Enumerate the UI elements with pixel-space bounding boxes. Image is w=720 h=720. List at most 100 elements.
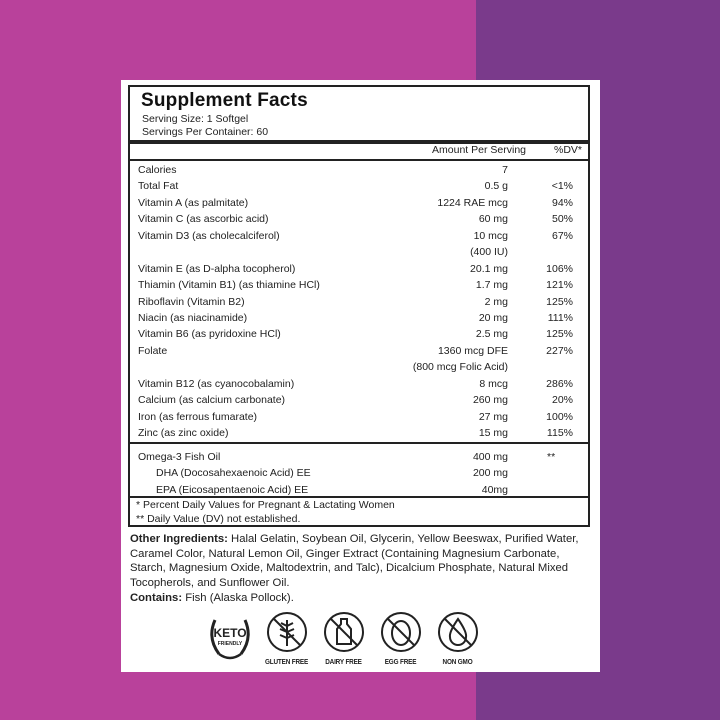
nutrient-dv: ** bbox=[547, 451, 556, 463]
nutrient-name: EPA (Eicosapentaenoic Acid) EE bbox=[156, 483, 309, 496]
contains-text: Fish (Alaska Pollock). bbox=[182, 592, 294, 604]
nutrient-name: DHA (Docosahexaenoic Acid) EE bbox=[156, 467, 311, 480]
keto-text: KETO bbox=[213, 626, 246, 640]
badges: KETO FRIENDLY GLUTEN FREE DAIRY FREE EGG… bbox=[201, 610, 486, 666]
nutrient-row: Niacin (as niacinamide) 20 mg 111% bbox=[130, 310, 588, 326]
nutrient-amount: 1360 mcg DFE bbox=[437, 344, 508, 357]
nutrient-name: Folate bbox=[138, 344, 168, 357]
nutrient-amount: 7 bbox=[502, 164, 508, 176]
keto-laurel-icon: KETO FRIENDLY bbox=[209, 619, 250, 660]
milk-bottle-crossed-icon bbox=[323, 612, 364, 652]
divider bbox=[130, 442, 588, 444]
nutrient-dv: 227% bbox=[546, 344, 573, 357]
nutrient-name: Calcium (as calcium carbonate) bbox=[138, 394, 286, 407]
badge-egg-free: EGG FREE bbox=[372, 610, 429, 666]
nutrient-amount: 2.5 mg bbox=[475, 328, 508, 341]
servings-per-container: Servings Per Container: 60 bbox=[142, 126, 269, 138]
nutrient-row: Thiamin (Vitamin B1) (as thiamine HCl) 1.… bbox=[130, 277, 588, 293]
nutrient-row: Omega-3 Fish Oil 400 mg ** bbox=[130, 449, 588, 465]
badge-caption: EGG FREE bbox=[384, 657, 417, 666]
amount-header: Amount Per Serving bbox=[432, 144, 526, 156]
nutrient-name: Niacin (as niacinamide) bbox=[138, 311, 248, 324]
nutrient-row: DHA (Docosahexaenoic Acid) EE 200 mg bbox=[130, 465, 588, 481]
nutrient-name: Total Fat bbox=[138, 180, 179, 193]
nutrient-amount: 1.7 mg bbox=[475, 279, 508, 292]
nutrient-name: Vitamin D3 (as cholecalciferol) bbox=[138, 229, 280, 242]
nutrient-amount: 27 mg bbox=[478, 410, 508, 423]
nutrient-amount: 2 mg bbox=[484, 295, 508, 308]
nutrient-amount: 40mg bbox=[481, 483, 508, 496]
nutrient-row: Vitamin A (as palmitate) 1224 RAE mcg 94% bbox=[130, 195, 588, 211]
nutrient-row: Vitamin B12 (as cyanocobalamin) 8 mcg 286% bbox=[130, 376, 588, 392]
other-ingredients: Other Ingredients: Halal Gelatin, Soybea… bbox=[130, 532, 590, 590]
nutrient-amount: 10 mcg bbox=[473, 229, 508, 242]
nutrient-dv: 106% bbox=[546, 262, 573, 275]
nutrient-row: Calcium (as calcium carbonate) 260 mg 20% bbox=[130, 392, 588, 408]
nutrient-name: Vitamin A (as palmitate) bbox=[138, 196, 249, 209]
egg-crossed-icon bbox=[380, 612, 421, 652]
nutrient-row: Vitamin E (as D-alpha tocopherol) 20.1 mg… bbox=[130, 261, 588, 277]
nutrient-rows: Calories 7 Total Fat 0.5 g <1% Vitamin A (as … bbox=[130, 162, 588, 441]
badge-caption: DAIRY FREE bbox=[325, 657, 362, 666]
nutrient-name: Vitamin B12 (as cyanocobalamin) bbox=[138, 377, 295, 390]
wheat-crossed-icon bbox=[266, 612, 307, 652]
nutrient-name: Vitamin E (as D-alpha tocopherol) bbox=[138, 262, 296, 275]
nutrient-row: Vitamin D3 (as cholecalciferol) 10 mcg 67% bbox=[130, 228, 588, 244]
nutrient-name: Vitamin C (as ascorbic acid) bbox=[138, 213, 269, 226]
nutrient-row: Zinc (as zinc oxide) 15 mg 115% bbox=[130, 425, 588, 441]
nutrient-dv: 67% bbox=[551, 229, 573, 242]
facts-title: Supplement Facts bbox=[141, 90, 308, 111]
nutrient-row: (800 mcg Folic Acid) bbox=[130, 359, 588, 375]
nutrient-amount: (400 IU) bbox=[470, 246, 508, 259]
badge-non-gmo: NON GMO bbox=[429, 610, 486, 666]
label-card: Supplement Facts Serving Size: 1 Softgel… bbox=[121, 80, 600, 672]
nutrient-row: Riboflavin (Vitamin B2) 2 mg 125% bbox=[130, 294, 588, 310]
nutrient-row: EPA (Eicosapentaenoic Acid) EE 40mg bbox=[130, 482, 588, 498]
nutrient-dv: 121% bbox=[546, 279, 573, 292]
nutrient-row: Iron (as ferrous fumarate) 27 mg 100% bbox=[130, 409, 588, 425]
badge-keto: KETO FRIENDLY bbox=[201, 610, 258, 666]
nutrient-amount: 20 mg bbox=[478, 311, 508, 324]
supplement-facts-panel: Supplement Facts Serving Size: 1 Softgel… bbox=[128, 85, 590, 527]
nutrient-name: Calories bbox=[138, 164, 177, 176]
other-ingredients-text: Halal Gelatin, Soybean Oil, Glycerin, Ye… bbox=[130, 533, 579, 589]
divider bbox=[130, 496, 588, 498]
nutrient-row: Folate 1360 mcg DFE 227% bbox=[130, 343, 588, 359]
divider bbox=[130, 140, 588, 144]
nutrient-amount: 260 mg bbox=[472, 394, 508, 407]
nutrient-dv: 286% bbox=[546, 377, 573, 390]
nutrient-dv: 125% bbox=[546, 328, 573, 341]
nutrient-row: Calories 7 bbox=[130, 162, 588, 178]
dv-header: %DV* bbox=[553, 144, 582, 156]
nutrient-amount: 8 mcg bbox=[479, 377, 508, 390]
nutrient-dv: 94% bbox=[551, 196, 573, 209]
nutrient-dv: 100% bbox=[546, 410, 573, 423]
nutrient-amount: 15 mg bbox=[478, 427, 508, 439]
nutrient-dv: 20% bbox=[551, 394, 573, 407]
nutrient-amount: 60 mg bbox=[478, 213, 508, 226]
contains-label: Contains: bbox=[130, 592, 183, 604]
nutrient-name: Vitamin B6 (as pyridoxine HCl) bbox=[138, 328, 281, 341]
nutrient-row: Total Fat 0.5 g <1% bbox=[130, 178, 588, 194]
omega-rows: Omega-3 Fish Oil 400 mg ** DHA (Docosahexae… bbox=[130, 449, 588, 498]
badge-caption: NON GMO bbox=[442, 657, 473, 666]
nutrient-amount: 200 mg bbox=[472, 467, 508, 480]
nutrient-dv: <1% bbox=[551, 180, 573, 193]
contains: Contains: Fish (Alaska Pollock). bbox=[130, 592, 294, 604]
badge-gluten-free: GLUTEN FREE bbox=[258, 610, 315, 666]
nutrient-amount: 1224 RAE mcg bbox=[437, 196, 508, 209]
other-ingredients-label: Other Ingredients: bbox=[130, 533, 228, 545]
nutrient-name: Iron (as ferrous fumarate) bbox=[138, 410, 258, 423]
footnote-dv: * Percent Daily Values for Pregnant & La… bbox=[136, 499, 395, 511]
nutrient-amount: 20.1 mg bbox=[470, 262, 508, 275]
divider bbox=[130, 159, 588, 161]
nutrient-amount: 0.5 g bbox=[484, 180, 508, 193]
drop-crossed-icon bbox=[437, 612, 478, 652]
nutrient-name: Zinc (as zinc oxide) bbox=[138, 427, 229, 439]
nutrient-row: Vitamin C (as ascorbic acid) 60 mg 50% bbox=[130, 211, 588, 227]
friendly-text: FRIENDLY bbox=[217, 641, 242, 647]
nutrient-name: Thiamin (Vitamin B1) (as thiamine HCl) bbox=[138, 279, 320, 292]
badge-caption: GLUTEN FREE bbox=[264, 657, 309, 666]
nutrient-dv: 125% bbox=[546, 295, 573, 308]
nutrient-name: Riboflavin (Vitamin B2) bbox=[138, 295, 245, 308]
